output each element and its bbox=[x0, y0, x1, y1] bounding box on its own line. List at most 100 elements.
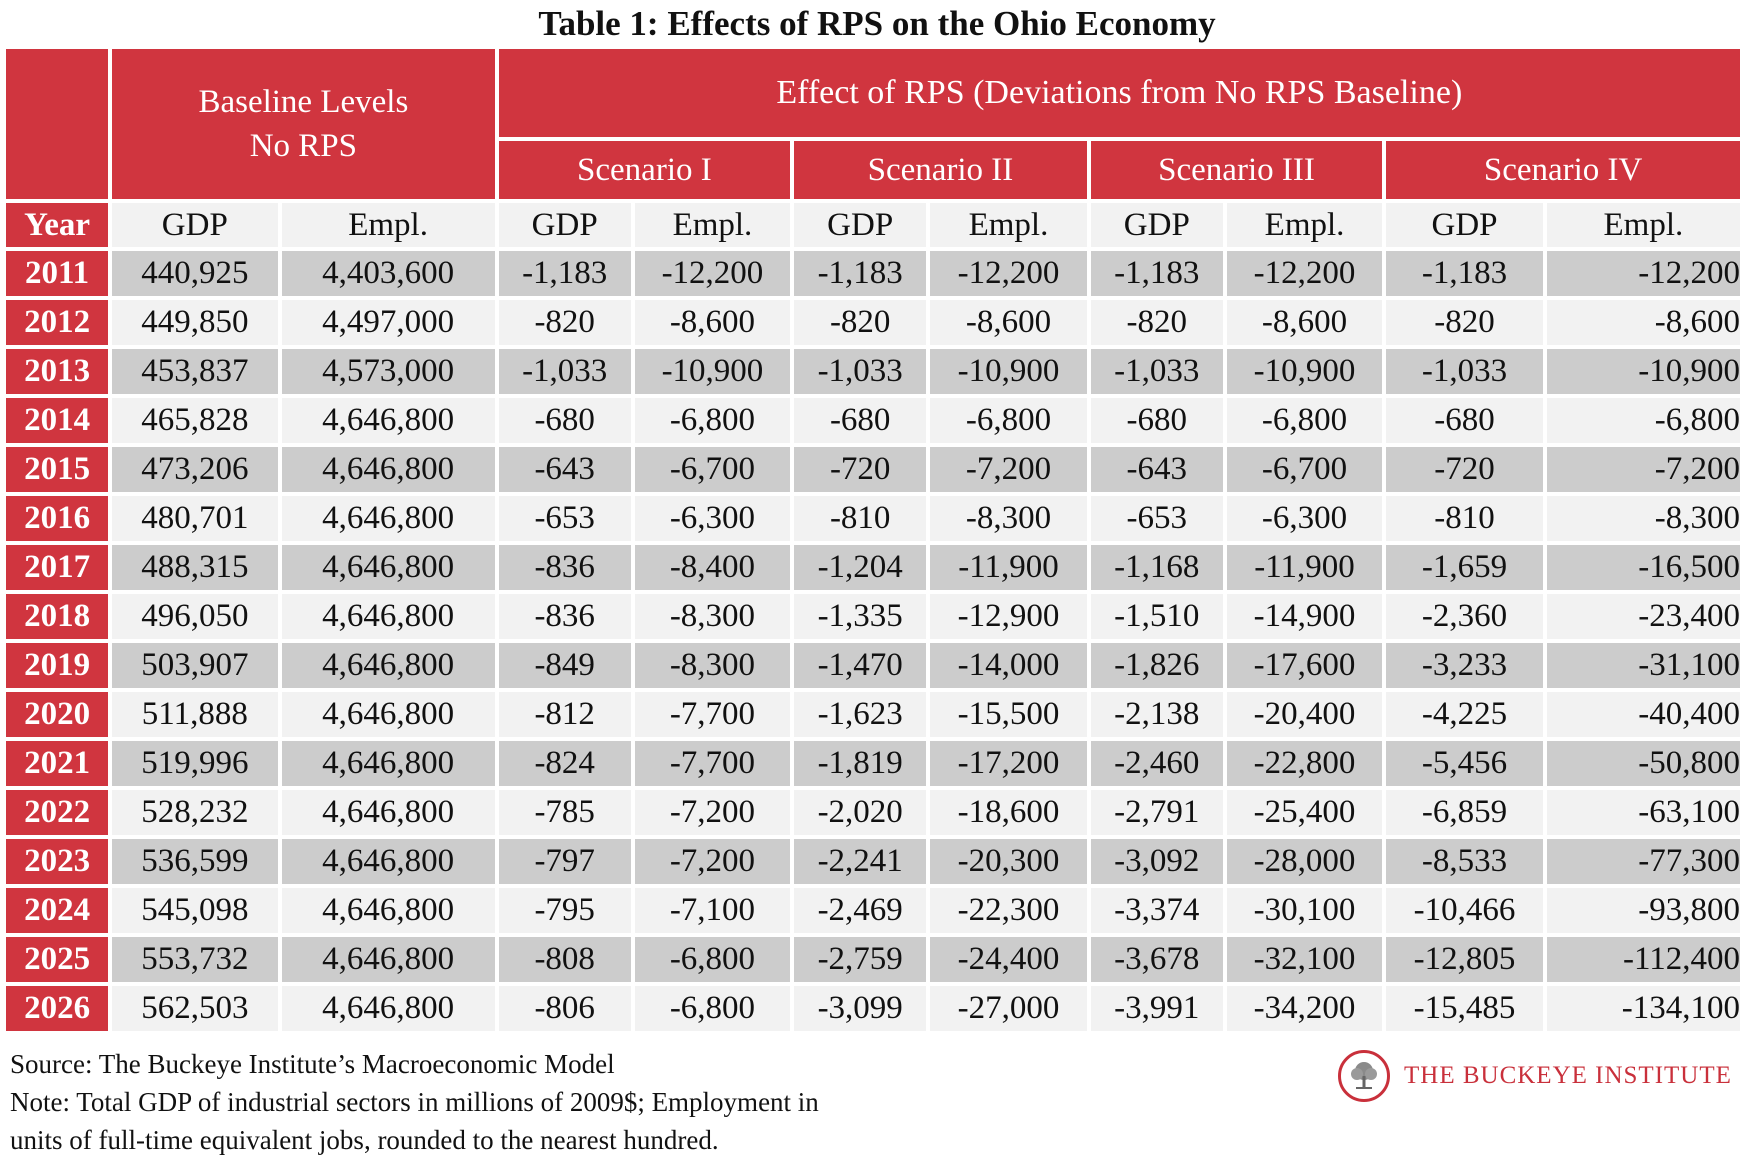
s4-empl-cell: -16,500 bbox=[1546, 545, 1740, 590]
s3-empl-cell: -10,900 bbox=[1226, 349, 1383, 394]
s2-empl-cell: -10,900 bbox=[930, 349, 1087, 394]
s3-gdp-cell: -643 bbox=[1090, 447, 1223, 492]
baseline-gdp-cell: 453,837 bbox=[112, 349, 278, 394]
s4-empl-cell: -134,100 bbox=[1546, 986, 1740, 1031]
s2-gdp-cell: -1,183 bbox=[794, 251, 927, 296]
year-cell: 2021 bbox=[6, 741, 109, 786]
year-cell: 2024 bbox=[6, 888, 109, 933]
table-row: 2017 488,315 4,646,800 -836 -8,400 -1,204 -11,… bbox=[6, 545, 1740, 590]
s2-empl-cell: -17,200 bbox=[930, 741, 1087, 786]
s2-empl-cell: -12,900 bbox=[930, 594, 1087, 639]
baseline-gdp-cell: 503,907 bbox=[112, 643, 278, 688]
year-cell: 2014 bbox=[6, 398, 109, 443]
year-cell: 2019 bbox=[6, 643, 109, 688]
s4-empl-cell: -12,200 bbox=[1546, 251, 1740, 296]
baseline-gdp-cell: 528,232 bbox=[112, 790, 278, 835]
baseline-empl-cell: 4,646,800 bbox=[281, 888, 495, 933]
s1-gdp-cell: -797 bbox=[498, 839, 631, 884]
s2-empl-cell: -6,800 bbox=[930, 398, 1087, 443]
s2-gdp-cell: -810 bbox=[794, 496, 927, 541]
s1-empl-cell: -7,700 bbox=[634, 692, 791, 737]
baseline-empl-cell: 4,646,800 bbox=[281, 692, 495, 737]
s3-empl-header: Empl. bbox=[1226, 203, 1383, 247]
table-row: 2019 503,907 4,646,800 -849 -8,300 -1,470 -14,… bbox=[6, 643, 1740, 688]
s4-gdp-cell: -5,456 bbox=[1386, 741, 1543, 786]
baseline-empl-cell: 4,497,000 bbox=[281, 300, 495, 345]
s1-empl-cell: -6,800 bbox=[634, 986, 791, 1031]
s2-gdp-cell: -1,819 bbox=[794, 741, 927, 786]
s3-empl-cell: -12,200 bbox=[1226, 251, 1383, 296]
baseline-gdp-cell: 545,098 bbox=[112, 888, 278, 933]
s1-gdp-cell: -824 bbox=[498, 741, 631, 786]
s2-gdp-cell: -1,204 bbox=[794, 545, 927, 590]
s4-empl-cell: -77,300 bbox=[1546, 839, 1740, 884]
s2-empl-cell: -7,200 bbox=[930, 447, 1087, 492]
table-row: 2015 473,206 4,646,800 -643 -6,700 -720 -7,200… bbox=[6, 447, 1740, 492]
year-cell: 2012 bbox=[6, 300, 109, 345]
year-cell: 2023 bbox=[6, 839, 109, 884]
table-row: 2018 496,050 4,646,800 -836 -8,300 -1,335 -12,… bbox=[6, 594, 1740, 639]
s2-empl-cell: -14,000 bbox=[930, 643, 1087, 688]
s2-gdp-cell: -2,469 bbox=[794, 888, 927, 933]
baseline-header: Baseline Levels No RPS bbox=[112, 49, 495, 199]
s4-empl-header: Empl. bbox=[1546, 203, 1740, 247]
scenario-2-header: Scenario II bbox=[794, 141, 1087, 199]
s2-empl-cell: -20,300 bbox=[930, 839, 1087, 884]
s4-empl-cell: -8,600 bbox=[1546, 300, 1740, 345]
s1-empl-cell: -6,300 bbox=[634, 496, 791, 541]
s2-empl-cell: -8,300 bbox=[930, 496, 1087, 541]
year-cell: 2017 bbox=[6, 545, 109, 590]
s3-gdp-cell: -1,033 bbox=[1090, 349, 1223, 394]
scenario-1-header: Scenario I bbox=[498, 141, 791, 199]
s4-gdp-cell: -820 bbox=[1386, 300, 1543, 345]
s2-empl-header: Empl. bbox=[930, 203, 1087, 247]
table-row: 2020 511,888 4,646,800 -812 -7,700 -1,623 -15,… bbox=[6, 692, 1740, 737]
s3-gdp-cell: -820 bbox=[1090, 300, 1223, 345]
s2-gdp-cell: -1,623 bbox=[794, 692, 927, 737]
baseline-gdp-cell: 511,888 bbox=[112, 692, 278, 737]
table-row: 2012 449,850 4,497,000 -820 -8,600 -820 -8,600… bbox=[6, 300, 1740, 345]
s3-empl-cell: -20,400 bbox=[1226, 692, 1383, 737]
baseline-empl-cell: 4,646,800 bbox=[281, 398, 495, 443]
s4-empl-cell: -63,100 bbox=[1546, 790, 1740, 835]
s4-gdp-cell: -680 bbox=[1386, 398, 1543, 443]
s2-gdp-cell: -720 bbox=[794, 447, 927, 492]
baseline-gdp-cell: 480,701 bbox=[112, 496, 278, 541]
s1-empl-cell: -7,100 bbox=[634, 888, 791, 933]
year-cell: 2015 bbox=[6, 447, 109, 492]
s3-empl-cell: -22,800 bbox=[1226, 741, 1383, 786]
s4-gdp-cell: -810 bbox=[1386, 496, 1543, 541]
s3-empl-cell: -32,100 bbox=[1226, 937, 1383, 982]
year-cell: 2018 bbox=[6, 594, 109, 639]
s1-empl-cell: -10,900 bbox=[634, 349, 791, 394]
baseline-empl-cell: 4,646,800 bbox=[281, 447, 495, 492]
table-row: 2013 453,837 4,573,000 -1,033 -10,900 -1,033-… bbox=[6, 349, 1740, 394]
s3-empl-cell: -6,700 bbox=[1226, 447, 1383, 492]
s3-gdp-cell: -3,991 bbox=[1090, 986, 1223, 1031]
tree-seal-icon bbox=[1338, 1050, 1390, 1102]
year-cell: 2026 bbox=[6, 986, 109, 1031]
rps-effects-table: Baseline Levels No RPS Effect of RPS (De… bbox=[2, 45, 1744, 1035]
logo-text: THE BUCKEYE INSTITUTE bbox=[1404, 1062, 1732, 1089]
s2-gdp-cell: -820 bbox=[794, 300, 927, 345]
s4-gdp-cell: -4,225 bbox=[1386, 692, 1543, 737]
s1-gdp-cell: -808 bbox=[498, 937, 631, 982]
baseline-empl-cell: 4,646,800 bbox=[281, 986, 495, 1031]
source-note: Source: The Buckeye Institute’s Macroeco… bbox=[10, 1049, 615, 1079]
baseline-empl-cell: 4,403,600 bbox=[281, 251, 495, 296]
s3-gdp-cell: -680 bbox=[1090, 398, 1223, 443]
s1-gdp-cell: -795 bbox=[498, 888, 631, 933]
s1-gdp-cell: -836 bbox=[498, 594, 631, 639]
s1-empl-cell: -8,600 bbox=[634, 300, 791, 345]
s1-empl-cell: -8,300 bbox=[634, 643, 791, 688]
year-cell: 2016 bbox=[6, 496, 109, 541]
table-row: 2011 440,925 4,403,600 -1,183 -12,200 -1,183-… bbox=[6, 251, 1740, 296]
baseline-gdp-cell: 496,050 bbox=[112, 594, 278, 639]
year-cell: 2013 bbox=[6, 349, 109, 394]
s4-gdp-cell: -1,659 bbox=[1386, 545, 1543, 590]
s3-gdp-cell: -2,460 bbox=[1090, 741, 1223, 786]
baseline-empl-cell: 4,646,800 bbox=[281, 594, 495, 639]
baseline-empl-cell: 4,646,800 bbox=[281, 545, 495, 590]
s1-empl-cell: -7,200 bbox=[634, 839, 791, 884]
s4-empl-cell: -31,100 bbox=[1546, 643, 1740, 688]
